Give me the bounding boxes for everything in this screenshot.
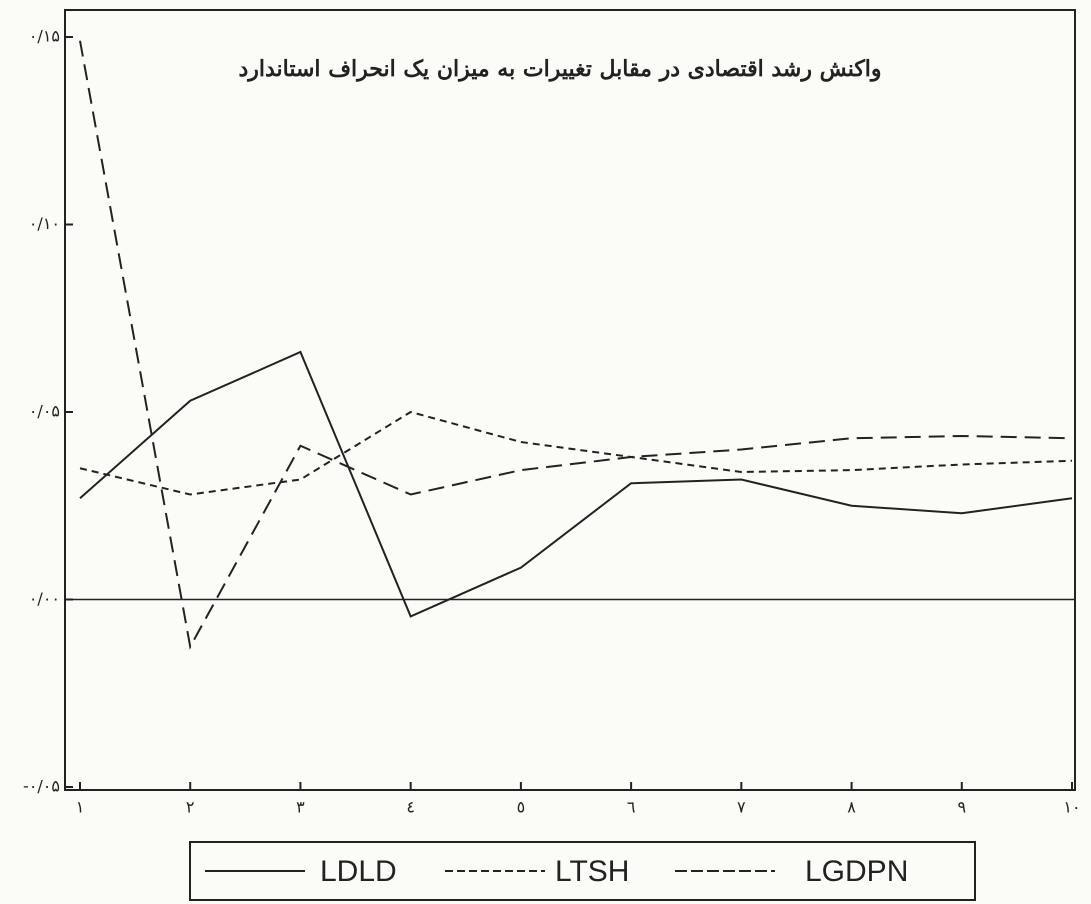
legend-label: LGDPN (805, 855, 908, 888)
x-tick-label: ٤ (406, 798, 415, 817)
x-tick-label: ۱۰ (1063, 798, 1080, 817)
series-line (79, 350, 1073, 618)
chart-title: واکنش رشد اقتصادی در مقابل تغییرات به می… (238, 56, 881, 82)
series-line (79, 40, 1073, 650)
y-tick-label: ۰/۰۰ (29, 589, 60, 608)
x-tick-label: ۲ (186, 798, 195, 817)
x-tick-label: ۳ (296, 798, 305, 817)
y-tick-label: ۰/۱۰ (29, 214, 60, 233)
x-tick-label: ۸ (847, 798, 856, 817)
x-tick-label: ۹ (957, 798, 966, 817)
x-tick-label: ۷ (737, 798, 746, 817)
legend-label: LTSH (555, 855, 629, 888)
plot-frame (64, 9, 1076, 791)
series-line (79, 410, 1073, 496)
y-tick-label: ۰/۱۵ (29, 27, 60, 46)
x-tick-label: ۱ (76, 798, 85, 817)
y-tick-label: -۰/۰۵ (23, 777, 60, 796)
x-tick-label: ٦ (627, 798, 636, 817)
legend-box (189, 841, 976, 901)
x-tick-label: ٥ (517, 798, 526, 817)
y-tick-label: ۰/۰۵ (29, 402, 60, 421)
legend-label: LDLD (320, 855, 397, 888)
